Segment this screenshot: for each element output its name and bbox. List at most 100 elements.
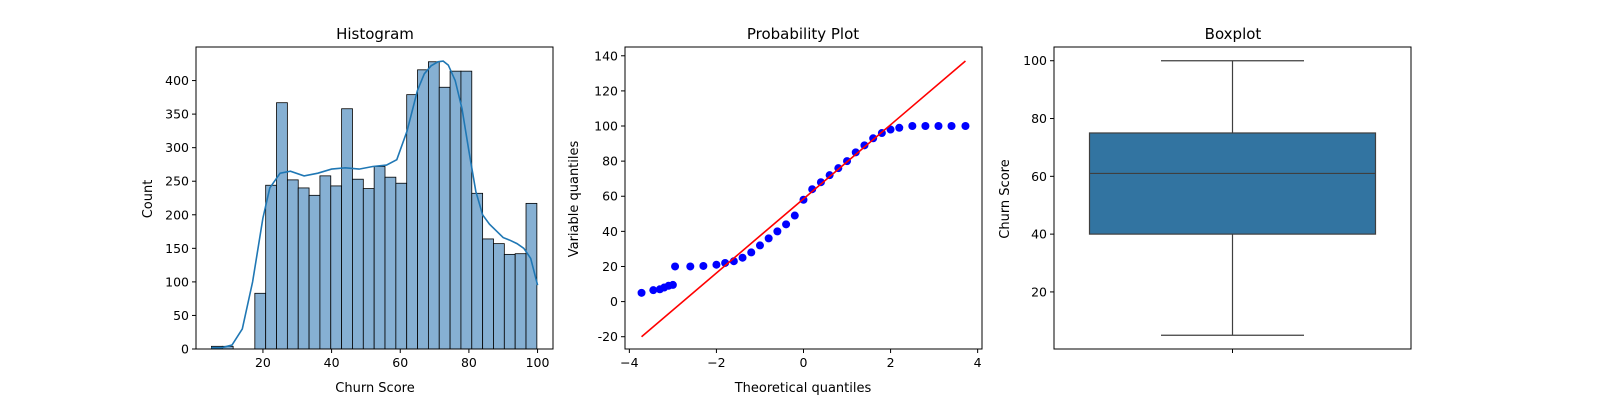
histogram-bar — [297, 187, 310, 350]
histogram-bar — [352, 178, 364, 350]
histogram-bar — [438, 86, 451, 350]
probplot-xtick-label: −2 — [707, 355, 725, 370]
probplot-xtick-label: −4 — [620, 355, 638, 370]
boxplot-ytick-label: 40 — [1031, 227, 1047, 242]
histogram-bar — [276, 102, 288, 350]
probplot-point — [668, 280, 677, 289]
probplot-ytick-label: 140 — [594, 48, 618, 63]
probplot-point — [961, 122, 970, 131]
histogram-bar — [341, 108, 353, 350]
probplot-xtick-label: 0 — [800, 355, 808, 370]
histogram-bar — [319, 175, 332, 350]
histogram-bar — [449, 70, 462, 350]
histogram-bar — [254, 292, 267, 350]
histogram-bar — [427, 61, 440, 350]
probplot-point — [738, 253, 747, 262]
histogram-ytick-label: 250 — [165, 174, 189, 189]
histogram-bar — [308, 194, 321, 350]
histogram-bar — [482, 238, 494, 350]
boxplot-title: Boxplot — [1205, 25, 1262, 43]
histogram-bar — [286, 179, 299, 350]
probplot-xlabel: Theoretical quantiles — [734, 381, 872, 396]
histogram-title: Histogram — [336, 25, 414, 43]
probplot-fit-line — [641, 60, 966, 338]
probplot-point — [755, 241, 764, 250]
histogram-kde-line — [211, 60, 539, 349]
probplot-ytick-label: 100 — [594, 119, 618, 134]
histogram-ytick-label: 0 — [181, 342, 189, 357]
probplot-ytick-label: 80 — [602, 154, 618, 169]
probplot-xtick-label: 4 — [974, 355, 982, 370]
boxplot-panel: Boxplot Churn Score 20 40 60 80 100 — [998, 25, 1412, 353]
histogram-axes-frame — [195, 46, 554, 350]
histogram-marks: 0 50 100 150 200 250 300 350 400 20 40 60 80 100 — [165, 46, 554, 370]
histogram-xtick-label: 100 — [526, 355, 550, 370]
probplot-point — [895, 123, 904, 132]
probplot-ytick-label: 20 — [602, 259, 618, 274]
boxplot-ytick-label: 60 — [1031, 169, 1047, 184]
boxplot-box — [1088, 132, 1377, 235]
histogram-bar — [362, 188, 375, 350]
histogram-bar — [384, 176, 397, 350]
histogram-ytick-label: 200 — [165, 207, 189, 222]
histogram-bar — [503, 253, 516, 350]
probplot-point — [860, 141, 869, 150]
probplot-marks: -20 0 20 40 60 80 100 120 140 −4 −2 0 2 4 — [594, 46, 983, 370]
probability-plot-panel: Probability Plot Theoretical quantiles V… — [567, 25, 983, 396]
probplot-ytick-label: 40 — [602, 224, 618, 239]
histogram-bar — [395, 182, 408, 350]
histogram-panel: Histogram Churn Score Count 0 50 100 150 200… — [141, 25, 554, 396]
probplot-point — [851, 148, 860, 157]
histogram-xtick-label: 40 — [324, 355, 340, 370]
probplot-ytick-label: 60 — [602, 189, 618, 204]
probplot-ytick-label: -20 — [598, 329, 618, 344]
probplot-point — [747, 248, 756, 257]
histogram-bar — [265, 184, 277, 350]
probplot-point — [773, 227, 782, 236]
histogram-xtick-label: 80 — [461, 355, 477, 370]
probplot-point — [825, 171, 834, 180]
histogram-xlabel: Churn Score — [335, 381, 414, 396]
probplot-point — [782, 220, 791, 229]
probplot-point — [699, 261, 708, 270]
probplot-point — [790, 211, 799, 220]
probplot-point — [686, 262, 695, 271]
histogram-ytick-label: 150 — [165, 241, 189, 256]
histogram-ylabel: Count — [141, 180, 156, 219]
histogram-bar — [406, 94, 418, 350]
boxplot-ylabel: Churn Score — [998, 159, 1013, 238]
probplot-point — [637, 288, 646, 297]
probplot-point — [764, 234, 773, 243]
probplot-point — [712, 260, 721, 269]
histogram-xtick-label: 20 — [255, 355, 271, 370]
histogram-bar — [417, 69, 429, 350]
probplot-point — [671, 262, 680, 271]
histogram-ytick-label: 350 — [165, 107, 189, 122]
histogram-bar — [493, 243, 505, 350]
histogram-bar — [373, 166, 386, 350]
probplot-point — [921, 122, 930, 131]
histogram-bar — [330, 185, 343, 350]
probplot-xtick-label: 2 — [887, 355, 895, 370]
histogram-bar — [514, 253, 527, 350]
boxplot-ytick-label: 100 — [1023, 53, 1047, 68]
probplot-ytick-label: 120 — [594, 83, 618, 98]
boxplot-ytick-label: 80 — [1031, 111, 1047, 126]
histogram-ytick-label: 50 — [173, 308, 189, 323]
probplot-point — [721, 258, 730, 267]
histogram-bar — [471, 192, 484, 350]
histogram-ytick-label: 400 — [165, 73, 189, 88]
histogram-xtick-label: 60 — [392, 355, 408, 370]
probplot-point — [816, 178, 825, 187]
probplot-point — [934, 122, 943, 131]
boxplot-ytick-label: 20 — [1031, 284, 1047, 299]
probplot-point — [649, 286, 658, 295]
probplot-point — [947, 122, 956, 131]
probplot-point — [908, 122, 917, 131]
histogram-ytick-label: 300 — [165, 140, 189, 155]
histogram-ytick-label: 100 — [165, 274, 189, 289]
boxplot-marks: 20 40 60 80 100 — [1023, 46, 1412, 353]
probplot-ytick-label: 0 — [610, 294, 618, 309]
probplot-point — [808, 185, 817, 194]
